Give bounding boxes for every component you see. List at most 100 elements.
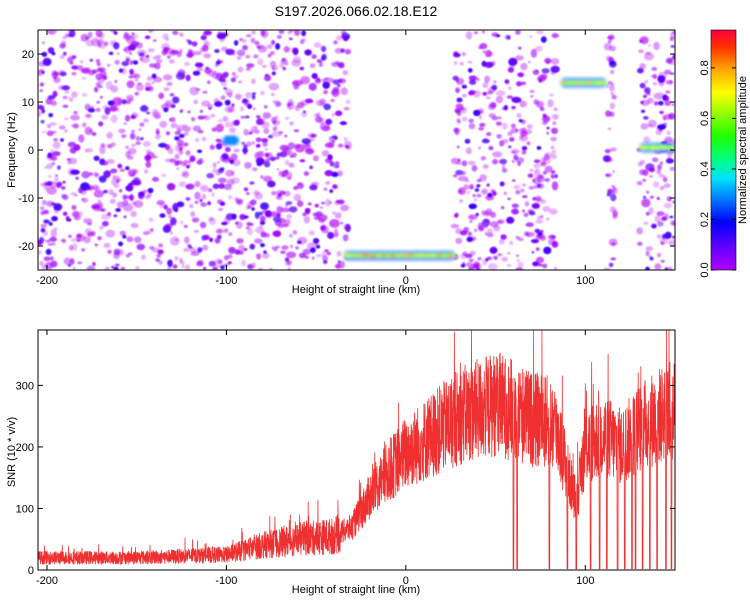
heat-cell [645, 250, 650, 257]
heat-cell [165, 223, 173, 229]
heat-cell [468, 123, 476, 130]
heat-cell [218, 183, 225, 189]
heat-cell [176, 128, 182, 133]
heat-cell [533, 176, 541, 185]
heat-cell [242, 45, 248, 51]
heat-cell [527, 61, 531, 64]
x-tick-label: 0 [403, 575, 409, 587]
heat-cell [243, 248, 248, 251]
heat-cell [71, 205, 77, 210]
heat-cell [118, 128, 126, 134]
heat-cell [296, 182, 304, 190]
heat-cell [506, 95, 514, 99]
heat-cell [281, 173, 286, 178]
heat-cell [201, 193, 207, 200]
heat-cell [190, 156, 196, 162]
heat-cell [469, 184, 474, 190]
heat-cell [275, 43, 281, 50]
heat-cell [267, 134, 274, 139]
heat-cell [118, 189, 123, 193]
heat-cell [324, 170, 334, 177]
heat-cell [60, 138, 64, 142]
heat-cell [270, 92, 275, 97]
heat-cell [176, 201, 185, 208]
heat-cell [612, 210, 618, 217]
heat-cell [224, 147, 231, 153]
heat-cell [316, 245, 320, 249]
heat-cell [302, 248, 311, 255]
heat-cell [288, 162, 295, 168]
heat-cell [522, 209, 525, 213]
feature-peak [399, 254, 408, 258]
heat-cell [172, 96, 180, 104]
heat-cell [158, 92, 165, 100]
heat-cell [609, 102, 616, 110]
heat-cell [308, 230, 315, 236]
heat-cell [167, 259, 173, 267]
heat-cell [151, 176, 160, 182]
heat-cell [455, 87, 461, 93]
heat-cell [652, 74, 658, 79]
heat-cell [189, 245, 193, 249]
noise-blobs [38, 30, 675, 270]
heat-cell [262, 252, 270, 259]
heat-cell [38, 110, 42, 117]
heat-cell [156, 130, 160, 135]
heat-cell [501, 256, 508, 262]
heat-cell [218, 119, 223, 123]
heat-cell [51, 242, 56, 246]
heat-cell [320, 206, 323, 209]
heat-cell [246, 192, 250, 195]
heat-cell [80, 33, 89, 42]
heat-cell [238, 80, 242, 84]
heat-cell [639, 82, 646, 89]
heat-cell [658, 100, 664, 106]
heat-cell [467, 60, 473, 64]
heat-cell [612, 170, 615, 173]
heat-cell [321, 53, 327, 61]
heat-cell [260, 175, 264, 179]
heat-cell [480, 156, 487, 161]
heat-cell [60, 186, 66, 190]
heat-cell [648, 207, 654, 215]
heat-cell [643, 116, 649, 120]
heat-cell [111, 178, 117, 186]
heat-cell [272, 100, 277, 104]
heat-cell [647, 119, 658, 128]
heat-cell [526, 124, 533, 130]
heat-cell [607, 34, 615, 41]
heat-cell [126, 45, 134, 51]
heat-cell [46, 130, 54, 137]
heat-cell [127, 169, 137, 177]
heat-cell [40, 182, 45, 187]
heat-cell [666, 130, 671, 136]
heat-cell [474, 188, 480, 192]
heat-cell [515, 267, 524, 270]
heat-cell [611, 185, 616, 189]
heat-cell [535, 219, 544, 224]
heat-cell [636, 227, 644, 235]
heat-cell [159, 120, 168, 128]
heat-cell [284, 159, 290, 166]
heat-cell [274, 156, 280, 160]
heat-cell [63, 44, 66, 48]
heat-cell [100, 96, 103, 99]
heat-cell [176, 167, 180, 171]
heat-cell [278, 170, 284, 175]
heat-cell [333, 136, 338, 140]
heat-cell [108, 51, 114, 56]
heat-cell [645, 246, 654, 252]
heat-cell [491, 32, 499, 37]
heat-cell [98, 175, 107, 183]
heat-cell [500, 234, 507, 240]
heat-cell [242, 39, 247, 44]
heat-cell [276, 168, 279, 171]
heat-cell [485, 194, 495, 201]
heat-cell [159, 213, 166, 218]
heat-cell [642, 169, 649, 177]
heat-cell [553, 266, 558, 270]
heat-cell [343, 137, 348, 141]
heat-cell [81, 77, 86, 80]
heat-cell [515, 254, 520, 257]
heat-cell [309, 63, 316, 69]
